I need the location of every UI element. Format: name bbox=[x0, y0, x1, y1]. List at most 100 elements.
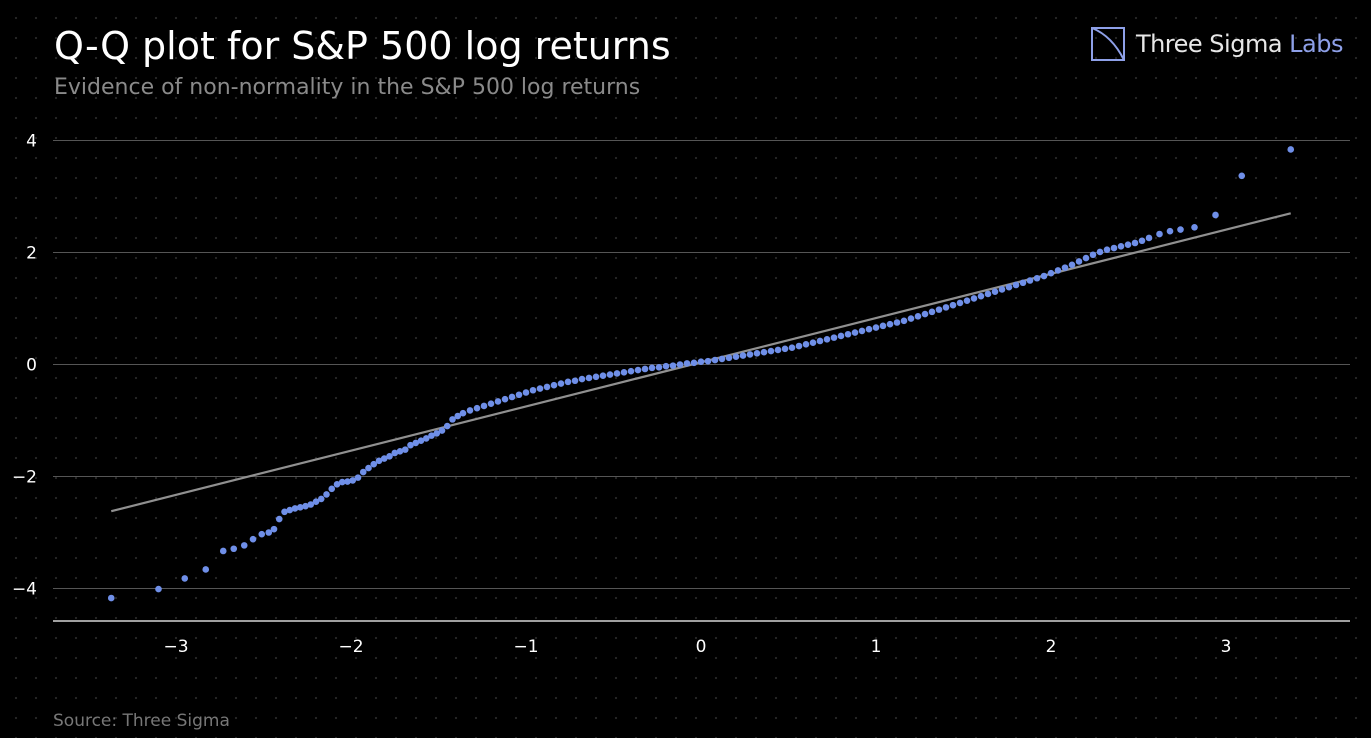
logo-name: Three Sigma bbox=[1135, 30, 1283, 58]
data-point bbox=[872, 324, 880, 331]
data-point bbox=[795, 342, 803, 350]
data-point bbox=[851, 329, 859, 336]
data-point bbox=[1238, 172, 1246, 180]
data-point bbox=[359, 468, 367, 476]
data-point bbox=[328, 485, 336, 493]
data-point bbox=[412, 439, 420, 447]
data-point bbox=[1033, 274, 1041, 282]
data-point bbox=[634, 366, 642, 374]
data-point bbox=[676, 361, 684, 368]
data-point bbox=[466, 407, 474, 414]
data-point bbox=[391, 449, 399, 457]
data-point bbox=[433, 430, 441, 437]
data-point bbox=[275, 515, 283, 523]
data-point bbox=[333, 481, 341, 488]
data-point bbox=[480, 402, 488, 410]
data-point bbox=[788, 344, 796, 352]
data-point bbox=[1212, 211, 1219, 219]
data-point bbox=[879, 322, 887, 330]
data-point bbox=[522, 389, 530, 396]
data-point bbox=[1166, 227, 1174, 235]
data-point bbox=[307, 501, 315, 508]
data-point bbox=[281, 508, 288, 516]
data-point bbox=[1117, 243, 1125, 250]
y-tick-label: −4 bbox=[12, 580, 37, 600]
data-point bbox=[508, 393, 516, 401]
data-point bbox=[1103, 246, 1111, 253]
data-point bbox=[984, 290, 992, 298]
data-point bbox=[323, 491, 330, 498]
data-point bbox=[354, 474, 362, 481]
data-point bbox=[760, 348, 768, 356]
data-point bbox=[449, 416, 456, 423]
data-point bbox=[809, 339, 817, 346]
data-point bbox=[438, 427, 446, 434]
data-point bbox=[1012, 281, 1020, 289]
data-point bbox=[557, 380, 565, 387]
x-tick-label: −3 bbox=[163, 637, 188, 657]
data-point bbox=[627, 367, 635, 375]
data-point bbox=[529, 386, 537, 394]
data-point bbox=[1156, 230, 1163, 238]
data-point bbox=[620, 369, 628, 376]
data-point bbox=[928, 308, 936, 316]
data-point bbox=[641, 365, 649, 373]
data-point bbox=[571, 377, 579, 385]
data-point bbox=[690, 359, 698, 367]
data-point bbox=[956, 299, 964, 307]
data-point bbox=[823, 336, 831, 343]
data-point bbox=[704, 357, 712, 365]
data-point bbox=[585, 374, 593, 382]
data-point bbox=[344, 478, 351, 485]
data-point bbox=[1089, 251, 1097, 259]
data-point bbox=[1131, 239, 1139, 247]
data-point bbox=[697, 358, 705, 366]
data-point bbox=[1047, 269, 1055, 277]
data-point bbox=[396, 448, 404, 455]
data-point bbox=[249, 535, 257, 543]
x-tick-label: 2 bbox=[1046, 637, 1057, 657]
data-points bbox=[107, 146, 1295, 602]
data-point bbox=[739, 352, 747, 359]
data-point bbox=[302, 502, 309, 510]
data-point bbox=[181, 575, 189, 582]
data-point bbox=[935, 306, 943, 313]
data-point bbox=[422, 435, 430, 442]
data-point bbox=[1082, 254, 1090, 262]
data-point bbox=[536, 385, 544, 392]
data-point bbox=[386, 453, 393, 460]
data-point bbox=[781, 345, 789, 353]
data-point bbox=[365, 464, 372, 472]
x-tick-label: −1 bbox=[513, 637, 538, 657]
data-point bbox=[669, 362, 677, 369]
data-point bbox=[501, 395, 509, 403]
data-point bbox=[265, 529, 273, 536]
data-point bbox=[844, 330, 852, 338]
y-tick-label: 0 bbox=[26, 356, 37, 376]
data-point bbox=[338, 478, 346, 486]
data-point bbox=[970, 295, 978, 302]
data-point bbox=[1075, 258, 1083, 265]
data-point bbox=[907, 315, 915, 322]
data-point bbox=[317, 495, 325, 503]
data-point bbox=[515, 391, 523, 399]
data-point bbox=[550, 381, 558, 389]
logo-accent: Labs bbox=[1289, 30, 1343, 58]
x-tick-label: 1 bbox=[871, 637, 882, 657]
data-point bbox=[746, 351, 754, 358]
data-point bbox=[1054, 267, 1062, 274]
data-point bbox=[767, 347, 775, 355]
data-point bbox=[774, 346, 782, 354]
data-point bbox=[401, 446, 409, 453]
data-point bbox=[991, 288, 999, 296]
data-point bbox=[564, 378, 572, 386]
data-point bbox=[375, 457, 383, 465]
data-point bbox=[258, 530, 266, 538]
data-point bbox=[487, 400, 495, 408]
three-sigma-logo[interactable]: Three Sigma Labs bbox=[1090, 26, 1343, 62]
data-point bbox=[753, 350, 761, 357]
data-point bbox=[1177, 226, 1184, 233]
data-point bbox=[1068, 261, 1076, 269]
data-point bbox=[240, 542, 248, 549]
